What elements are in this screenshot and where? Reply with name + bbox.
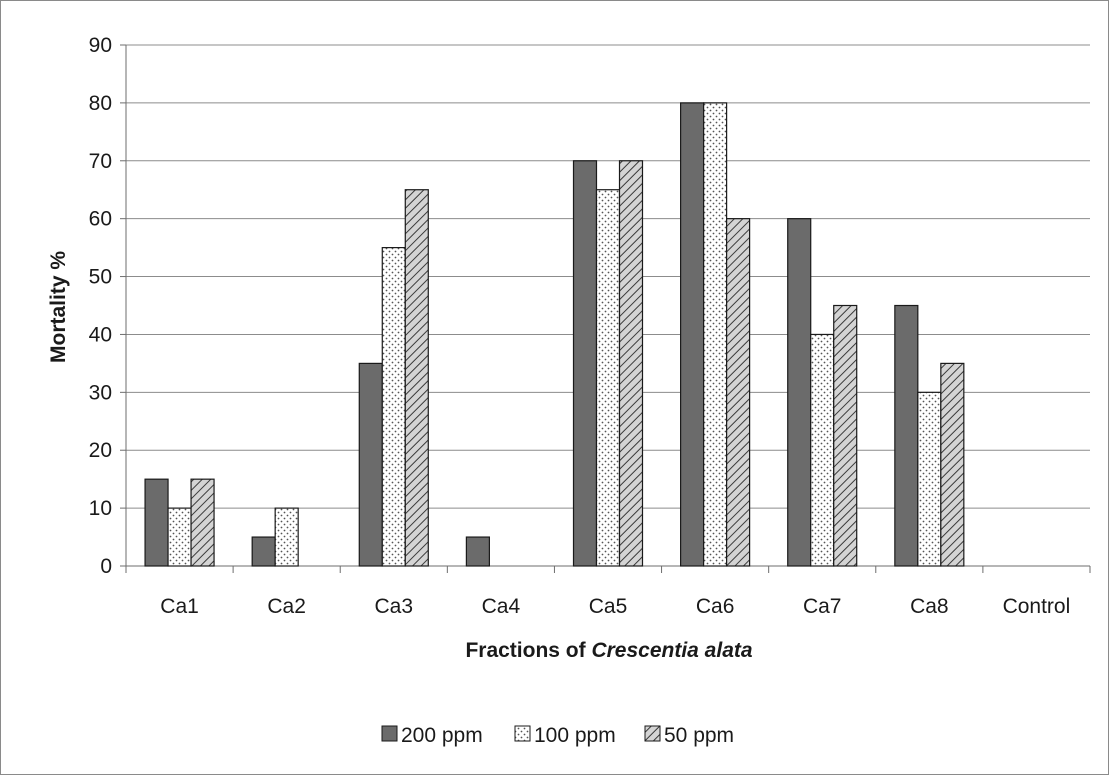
bar-100-ppm-Ca2	[274, 507, 299, 567]
x-tick-label: Ca8	[910, 595, 949, 618]
x-tick-label: Ca7	[803, 595, 842, 618]
x-axis-title-plain: Fractions of	[465, 639, 591, 662]
bar-50-ppm-Ca1	[190, 478, 215, 567]
bar-200-ppm-Ca7	[787, 218, 812, 567]
x-tick-label: Ca1	[160, 595, 199, 618]
bar-50-ppm-Ca5	[618, 160, 644, 567]
x-tick-label: Control	[1003, 595, 1071, 618]
x-tick-label: Ca2	[267, 595, 306, 618]
y-tick-label: 0	[100, 555, 112, 578]
y-tick-label: 80	[89, 92, 112, 115]
y-tick-label: 20	[89, 439, 112, 462]
legend-label: 200 ppm	[401, 724, 483, 747]
legend-label: 50 ppm	[664, 724, 734, 747]
y-tick-label: 70	[89, 150, 112, 173]
bar-50-ppm-Ca8	[940, 362, 965, 567]
legend: 200 ppm 100 ppm 50 ppm	[381, 724, 734, 747]
bars	[144, 102, 965, 567]
x-tick-label: Ca5	[589, 595, 628, 618]
bar-100-ppm-Ca3	[381, 247, 406, 567]
x-tick-label: Ca6	[696, 595, 735, 618]
legend-swatch	[514, 725, 531, 742]
legend-swatch	[644, 725, 661, 742]
bar-100-ppm-Ca8	[917, 391, 942, 567]
y-axis-title: Mortality %	[47, 251, 70, 363]
y-tick-label: 60	[89, 208, 112, 231]
bar-200-ppm-Ca6	[680, 102, 705, 567]
bar-200-ppm-Ca1	[144, 478, 169, 567]
y-tick-label: 10	[89, 497, 112, 520]
legend-label: 100 ppm	[534, 724, 616, 747]
bar-50-ppm-Ca3	[404, 189, 429, 567]
bar-200-ppm-Ca8	[894, 304, 919, 567]
y-tick-label: 30	[89, 381, 112, 404]
x-axis-title: Fractions of Crescentia alata	[465, 639, 752, 662]
bar-100-ppm-Ca1	[167, 507, 192, 567]
x-tick-label: Ca4	[482, 595, 521, 618]
tick-labels: 0 10 20 30 40 50 60 70 80 90 Ca1 Ca2 Ca3 Ca4 Ca5 Ca6 Ca7…	[89, 34, 1071, 618]
bar-100-ppm-Ca6	[703, 102, 728, 567]
x-axis-title-italic: Crescentia alata	[591, 639, 752, 662]
bar-50-ppm-Ca7	[833, 304, 858, 567]
legend-swatch	[381, 725, 398, 742]
bar-200-ppm-Ca3	[358, 362, 383, 567]
bar-200-ppm-Ca5	[572, 160, 598, 567]
bar-50-ppm-Ca6	[726, 218, 751, 567]
y-tick-label: 90	[89, 34, 112, 57]
bar-100-ppm-Ca7	[810, 333, 835, 567]
bar-200-ppm-Ca4	[465, 536, 490, 567]
bar-200-ppm-Ca2	[251, 536, 276, 567]
y-tick-label: 50	[89, 266, 112, 289]
bar-100-ppm-Ca5	[595, 189, 621, 567]
y-tick-label: 40	[89, 323, 112, 346]
x-tick-label: Ca3	[375, 595, 414, 618]
